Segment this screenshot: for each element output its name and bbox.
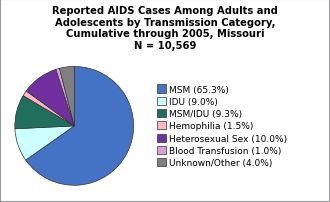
Wedge shape	[26, 70, 74, 126]
Wedge shape	[23, 92, 74, 126]
Wedge shape	[15, 126, 74, 160]
Wedge shape	[15, 96, 74, 129]
Wedge shape	[56, 69, 74, 126]
Legend: MSM (65.3%), IDU (9.0%), MSM/IDU (9.3%), Hemophilia (1.5%), Heterosexual Sex (10: MSM (65.3%), IDU (9.0%), MSM/IDU (9.3%),…	[153, 81, 291, 171]
Wedge shape	[26, 67, 134, 185]
Wedge shape	[59, 67, 74, 126]
Text: Reported AIDS Cases Among Adults and
Adolescents by Transmission Category,
Cumul: Reported AIDS Cases Among Adults and Ado…	[52, 6, 278, 51]
